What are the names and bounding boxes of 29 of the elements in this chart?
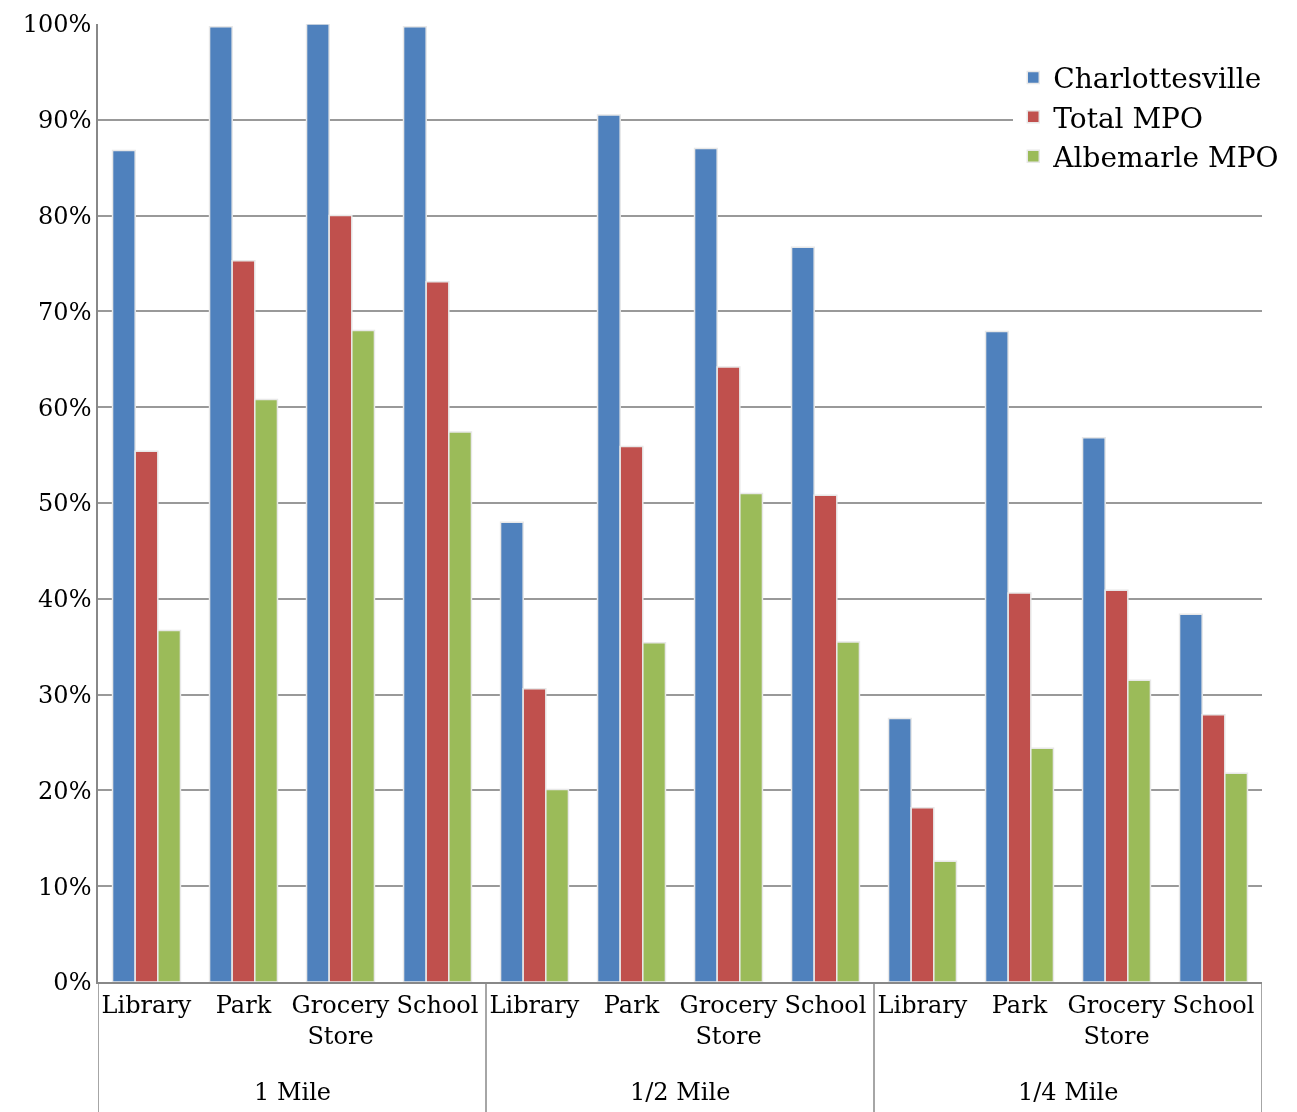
legend-label: Total MPO <box>1053 101 1203 135</box>
y-tick-label: 20% <box>38 776 92 805</box>
y-tick-label: 80% <box>38 202 92 230</box>
legend-label: Charlottesville <box>1053 62 1262 96</box>
y-tick-label: 90% <box>38 106 92 135</box>
y-tick-label: 50% <box>38 489 92 518</box>
x-tick-label: School <box>1172 990 1255 1019</box>
y-tick-label: 70% <box>38 297 92 326</box>
x-tick-label: Grocery Store <box>679 990 778 1050</box>
x-tick-label: Grocery Store <box>1067 990 1166 1050</box>
y-tick-label: 40% <box>38 585 92 614</box>
x-tick-label: Library <box>489 990 580 1019</box>
y-tick-label: 0% <box>53 968 92 997</box>
y-tick-label: 30% <box>38 681 92 709</box>
x-tick-label: Library <box>877 990 968 1019</box>
x-tick-label: Park <box>215 990 272 1019</box>
x-tick-label: School <box>396 990 479 1019</box>
y-tick-label: 100% <box>22 10 92 39</box>
x-tick-label: Park <box>991 990 1048 1019</box>
x-tick-label: Grocery Store <box>291 990 390 1050</box>
y-tick-label: 60% <box>38 393 92 422</box>
text: 1 Mile <box>254 1078 332 1106</box>
text: 1/2 Mile <box>630 1078 731 1106</box>
x-tick-label: Library <box>101 990 192 1019</box>
y-tick-label: 10% <box>38 872 92 901</box>
text: 1/4 Mile <box>1018 1078 1119 1106</box>
x-tick-label: Park <box>603 990 660 1019</box>
legend-label: Albemarle MPO <box>1052 141 1279 175</box>
x-tick-label: School <box>784 990 867 1019</box>
